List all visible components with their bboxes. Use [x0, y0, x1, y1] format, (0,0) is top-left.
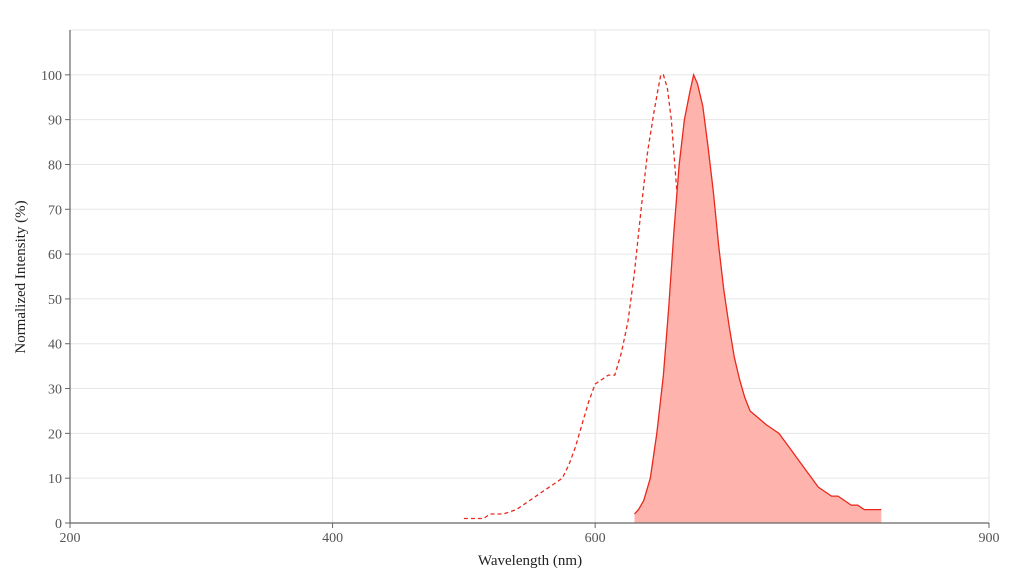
y-axis-title: Normalized Intensity (%): [13, 200, 29, 353]
x-tick-label: 200: [60, 531, 81, 546]
series-layer: [463, 72, 882, 524]
y-tick-label: 0: [55, 517, 62, 532]
y-tick-label: 90: [48, 114, 62, 129]
emission-line: [634, 72, 882, 515]
emission-area: [634, 74, 882, 524]
axes: [69, 30, 989, 524]
y-tick-label: 100: [41, 69, 62, 84]
y-tick-label: 20: [48, 427, 62, 442]
x-tick-label: 900: [979, 531, 1000, 546]
ticks: 0 10 20 30 40 50 60 70 80 90 100 200 400 600 900: [41, 69, 1000, 546]
y-tick-label: 70: [48, 203, 62, 218]
y-tick-label: 80: [48, 158, 62, 173]
y-tick-label: 10: [48, 472, 62, 487]
x-tick-label: 600: [585, 531, 606, 546]
grid: [70, 29, 990, 523]
x-axis-title: Wavelength (nm): [478, 553, 582, 569]
y-tick-label: 40: [48, 338, 62, 353]
y-tick-label: 60: [48, 248, 62, 263]
y-tick-label: 50: [48, 293, 62, 308]
y-tick-label: 30: [48, 383, 62, 398]
x-tick-label: 400: [322, 531, 343, 546]
